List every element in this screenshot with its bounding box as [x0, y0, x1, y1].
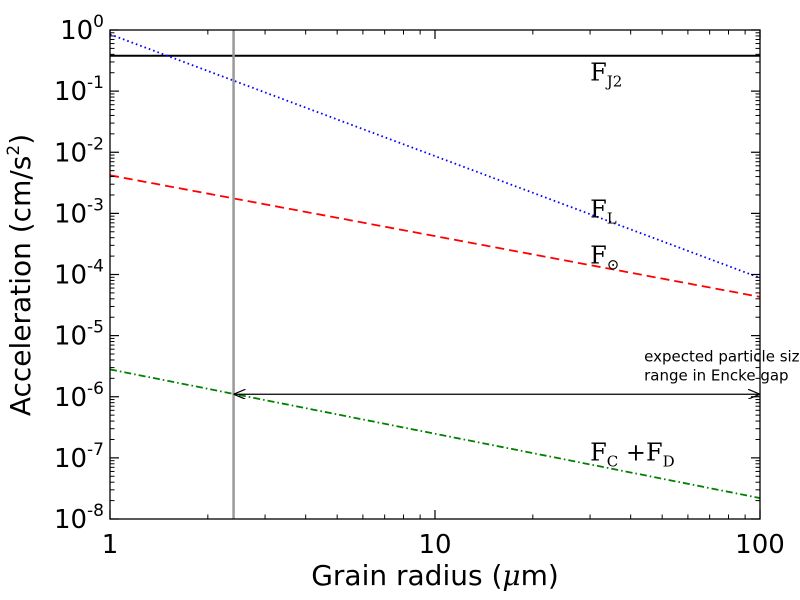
series-line-fl	[110, 33, 760, 279]
labels-layer: FJ2 FL F⊙ FC +FD	[590, 58, 675, 470]
y-tick-label: 10-8	[54, 501, 104, 535]
y-tick-label: 10-2	[54, 134, 104, 168]
curve-label-fl: FL	[590, 196, 617, 228]
curve-label-fcd: FC +FD	[590, 439, 675, 471]
x-axis-label: Grain radius (μm)	[311, 559, 559, 592]
x-tick-label: 100	[735, 530, 785, 560]
x-tick-label: 10	[418, 530, 451, 560]
y-axis-label: Acceleration (cm/s2)	[4, 134, 37, 416]
y-tick-label: 10-3	[54, 195, 104, 229]
y-tick-label: 10-4	[54, 257, 104, 291]
range-annotation-line: expected particle size	[644, 347, 800, 365]
plot-frame	[109, 29, 761, 520]
y-tick-label: 10-1	[54, 73, 104, 107]
y-tick-label: 10-6	[54, 379, 104, 413]
series-layer	[110, 33, 760, 499]
series-line-fsun	[110, 174, 760, 298]
range-annotation: expected particle size range in Encke gap	[644, 347, 800, 384]
overlay-layer: expected particle size range in Encke gap	[232, 30, 800, 519]
curve-label-fj2: FJ2	[590, 58, 622, 90]
x-tick-label: 1	[102, 530, 119, 560]
curve-label-fsun: F⊙	[590, 242, 619, 274]
series-line-fcd	[110, 368, 760, 499]
ticks-layer: 1 10 100 100 10-1 10-2 10-3 10-4 10-5 10-6 10-7 10-…	[54, 12, 785, 560]
y-tick-label: 10-5	[54, 318, 104, 352]
range-annotation-line: range in Encke gap	[644, 366, 788, 384]
y-tick-label: 100	[60, 12, 104, 46]
y-tick-label: 10-7	[54, 440, 104, 474]
